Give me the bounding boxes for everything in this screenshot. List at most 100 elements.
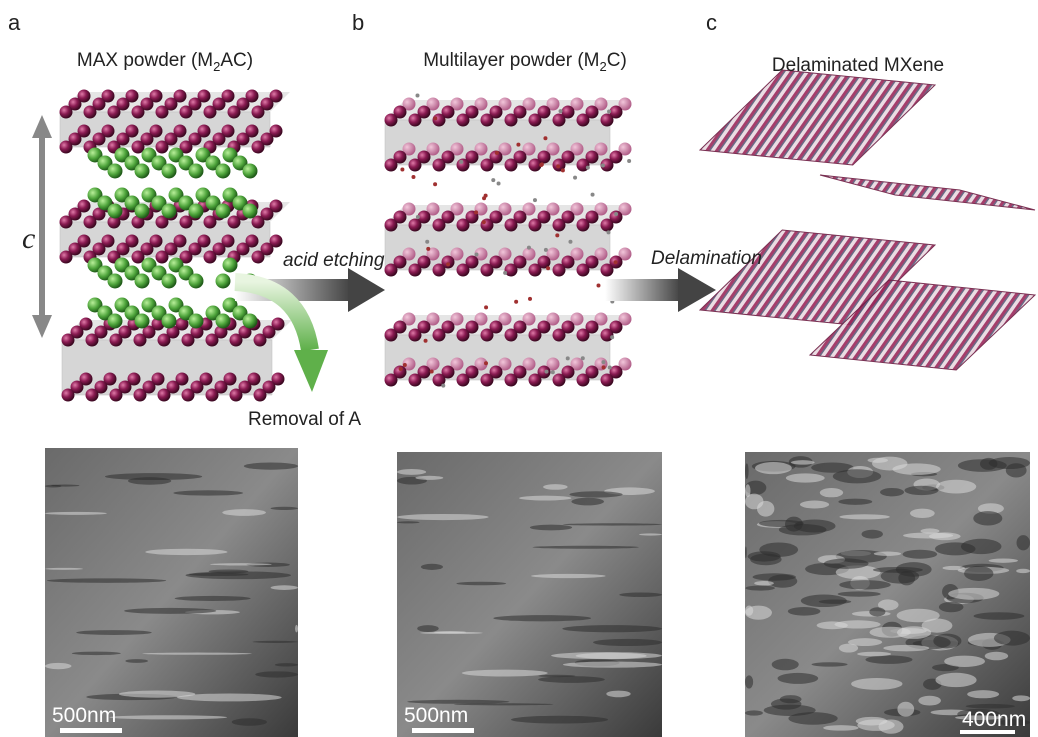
atom bbox=[125, 124, 139, 138]
atom bbox=[450, 357, 464, 371]
atom bbox=[269, 199, 283, 213]
sem-texture bbox=[46, 578, 167, 583]
atom bbox=[426, 97, 440, 111]
atom bbox=[92, 132, 106, 146]
atom bbox=[116, 132, 130, 146]
sem-texture bbox=[569, 491, 623, 498]
atom bbox=[498, 357, 512, 371]
atom bbox=[607, 109, 612, 114]
sem-texture bbox=[869, 626, 911, 638]
sem-image bbox=[45, 448, 298, 737]
atom bbox=[402, 357, 416, 371]
atom bbox=[522, 202, 536, 216]
atom bbox=[480, 373, 494, 387]
atom bbox=[576, 373, 590, 387]
step-label: acid etching bbox=[283, 250, 385, 271]
atom bbox=[245, 234, 259, 248]
sem-texture bbox=[71, 651, 121, 656]
atom bbox=[157, 388, 171, 402]
sem-texture bbox=[855, 716, 888, 726]
sem-images bbox=[45, 448, 1030, 737]
atom bbox=[232, 305, 248, 321]
atom bbox=[260, 132, 274, 146]
atom bbox=[181, 388, 195, 402]
atom bbox=[247, 372, 261, 386]
atom bbox=[594, 247, 608, 261]
atom bbox=[417, 105, 431, 119]
sem-texture bbox=[529, 524, 573, 531]
atom bbox=[92, 207, 106, 221]
atom bbox=[245, 124, 259, 138]
sem-texture bbox=[173, 490, 244, 496]
sem-texture bbox=[920, 528, 940, 534]
atom bbox=[585, 150, 599, 164]
atom bbox=[70, 380, 84, 394]
atom bbox=[70, 325, 84, 339]
atom bbox=[168, 147, 184, 163]
atom bbox=[411, 175, 416, 180]
atom bbox=[127, 372, 141, 386]
atom bbox=[155, 140, 169, 154]
atom bbox=[107, 313, 123, 329]
atom bbox=[151, 317, 165, 331]
atom bbox=[164, 97, 178, 111]
atom bbox=[580, 356, 585, 361]
atom bbox=[236, 132, 250, 146]
atom bbox=[614, 212, 619, 217]
atom bbox=[528, 296, 533, 301]
atom bbox=[552, 218, 566, 232]
sem-texture bbox=[755, 462, 792, 475]
atom bbox=[489, 210, 503, 224]
atom bbox=[532, 198, 537, 203]
atom bbox=[271, 372, 285, 386]
sem-texture bbox=[417, 625, 439, 632]
atom bbox=[480, 158, 494, 172]
atom bbox=[179, 140, 193, 154]
sem-texture bbox=[788, 712, 838, 725]
atom bbox=[609, 210, 623, 224]
atom bbox=[164, 242, 178, 256]
sem-texture bbox=[109, 715, 227, 720]
title-sub: 2 bbox=[213, 59, 220, 74]
sem-texture bbox=[76, 630, 152, 635]
atom bbox=[140, 132, 154, 146]
atom bbox=[134, 273, 150, 289]
sem-texture bbox=[861, 529, 883, 539]
atom bbox=[433, 116, 438, 121]
atom bbox=[441, 105, 455, 119]
sem-texture bbox=[747, 551, 781, 562]
atom bbox=[504, 263, 518, 277]
atom bbox=[131, 215, 145, 229]
atom bbox=[546, 142, 560, 156]
atom bbox=[173, 89, 187, 103]
sem-texture bbox=[967, 690, 1000, 699]
atom bbox=[504, 113, 518, 127]
sem-texture bbox=[619, 592, 662, 598]
atom bbox=[489, 255, 503, 269]
sem-texture bbox=[778, 524, 827, 536]
atom bbox=[426, 247, 440, 261]
sem-texture bbox=[896, 608, 940, 623]
sem-texture bbox=[1012, 695, 1030, 702]
atom bbox=[205, 195, 221, 211]
atom bbox=[101, 124, 115, 138]
atom bbox=[513, 365, 527, 379]
atom bbox=[133, 388, 147, 402]
sem-texture bbox=[177, 693, 282, 702]
atom bbox=[269, 89, 283, 103]
atom bbox=[432, 158, 446, 172]
atom bbox=[222, 297, 238, 313]
atom bbox=[393, 320, 407, 334]
atom bbox=[594, 312, 608, 326]
atom bbox=[537, 320, 551, 334]
atom bbox=[618, 97, 632, 111]
atom bbox=[456, 218, 470, 232]
sem-texture bbox=[745, 675, 754, 689]
atom bbox=[417, 150, 431, 164]
atom bbox=[141, 297, 157, 313]
sem-texture bbox=[942, 565, 966, 571]
atom bbox=[408, 328, 422, 342]
sem-texture bbox=[910, 508, 935, 518]
atom bbox=[526, 245, 531, 250]
atom bbox=[245, 89, 259, 103]
